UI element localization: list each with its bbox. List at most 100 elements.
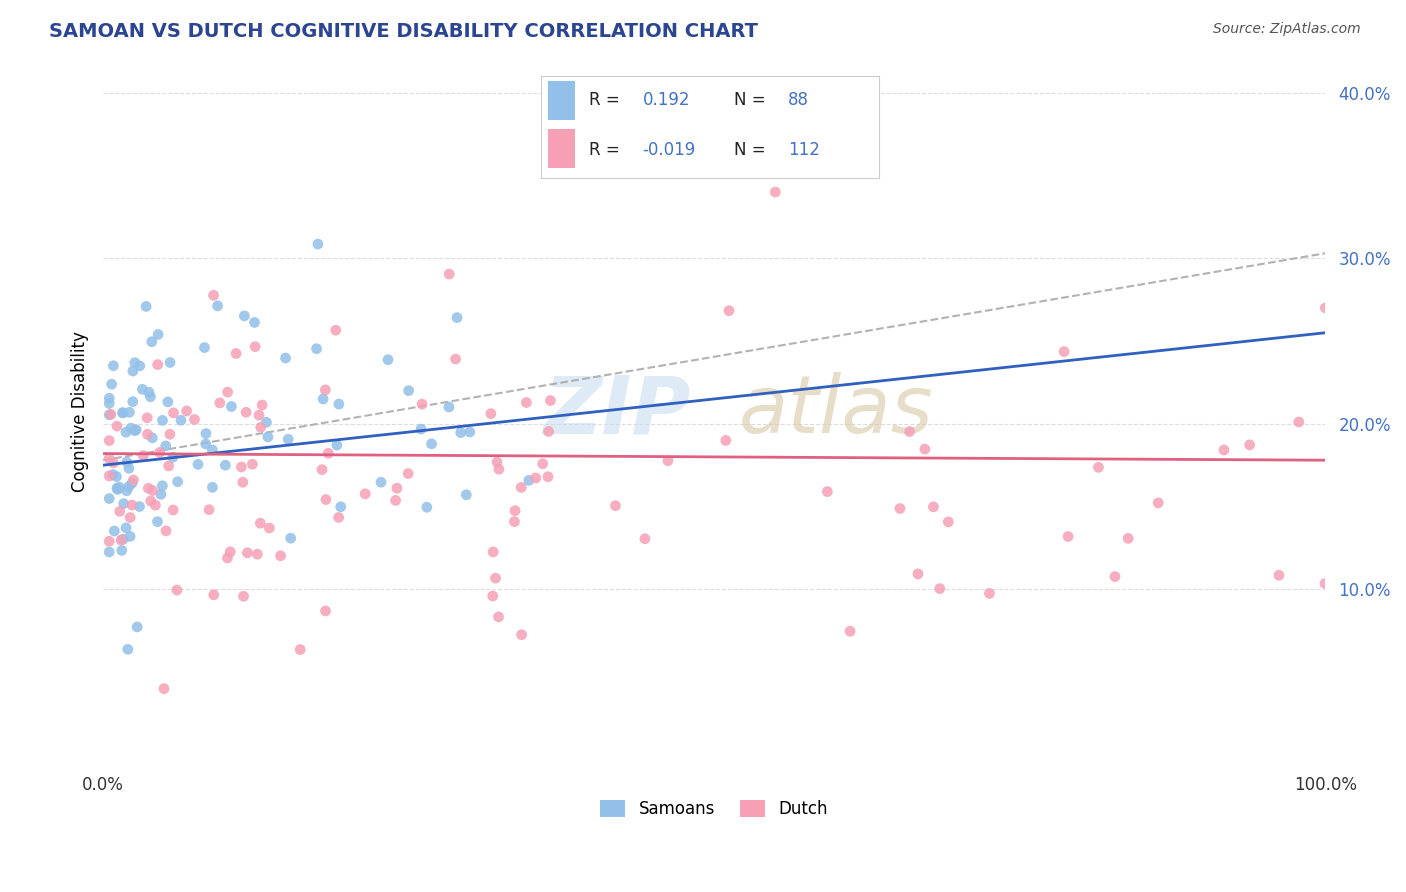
- Point: [194, 426, 217, 441]
- Point: [225, 346, 247, 360]
- Point: [1147, 496, 1170, 510]
- Point: [103, 524, 125, 538]
- Point: [124, 356, 146, 370]
- Point: [138, 385, 160, 400]
- Point: [131, 382, 153, 396]
- Point: [156, 395, 179, 409]
- Point: [458, 425, 481, 439]
- Point: [103, 359, 125, 373]
- Point: [1268, 568, 1291, 582]
- Point: [124, 424, 146, 438]
- Point: [444, 352, 467, 367]
- Point: [531, 457, 554, 471]
- Point: [510, 480, 533, 494]
- Point: [488, 610, 510, 624]
- Point: [111, 406, 134, 420]
- Point: [128, 500, 150, 514]
- Point: [437, 267, 460, 281]
- Point: [155, 524, 177, 538]
- Point: [420, 437, 443, 451]
- Point: [409, 422, 432, 436]
- Point: [105, 469, 128, 483]
- Point: [187, 458, 209, 472]
- Point: [1313, 576, 1336, 591]
- Point: [1104, 569, 1126, 583]
- Point: [157, 458, 180, 473]
- Point: [247, 409, 270, 423]
- Point: [162, 406, 184, 420]
- Point: [98, 469, 121, 483]
- Point: [484, 571, 506, 585]
- Point: [537, 425, 560, 439]
- Point: [98, 396, 121, 410]
- Point: [1057, 530, 1080, 544]
- Point: [329, 500, 352, 514]
- Text: N =: N =: [734, 141, 770, 159]
- Point: [503, 515, 526, 529]
- Point: [914, 442, 936, 456]
- Y-axis label: Cognitive Disability: Cognitive Disability: [72, 331, 89, 491]
- Point: [183, 412, 205, 426]
- Point: [482, 545, 505, 559]
- Point: [98, 451, 121, 466]
- Point: [537, 469, 560, 483]
- Point: [235, 405, 257, 419]
- Point: [98, 491, 121, 506]
- Point: [307, 237, 329, 252]
- Point: [112, 497, 135, 511]
- Point: [315, 492, 337, 507]
- Point: [176, 404, 198, 418]
- Point: [118, 479, 141, 493]
- Point: [763, 185, 786, 199]
- Bar: [548, 129, 575, 168]
- Point: [121, 498, 143, 512]
- Point: [202, 588, 225, 602]
- Point: [326, 438, 349, 452]
- Point: [515, 395, 537, 409]
- Point: [231, 459, 253, 474]
- Point: [146, 358, 169, 372]
- Text: 112: 112: [787, 141, 820, 159]
- Point: [311, 463, 333, 477]
- Point: [1053, 344, 1076, 359]
- Point: [153, 681, 176, 696]
- Point: [634, 532, 657, 546]
- Point: [111, 406, 134, 420]
- Point: [249, 516, 271, 531]
- Text: R =: R =: [589, 92, 624, 110]
- Point: [839, 624, 862, 639]
- Point: [120, 421, 142, 435]
- Point: [136, 427, 159, 442]
- Point: [100, 377, 122, 392]
- Point: [446, 310, 468, 325]
- Point: [1239, 438, 1261, 452]
- Point: [141, 334, 163, 349]
- Point: [159, 427, 181, 442]
- Point: [488, 462, 510, 476]
- Point: [411, 397, 433, 411]
- Point: [142, 483, 165, 498]
- Point: [437, 400, 460, 414]
- Point: [125, 423, 148, 437]
- Point: [115, 483, 138, 498]
- Point: [135, 300, 157, 314]
- Point: [277, 432, 299, 446]
- Point: [517, 474, 540, 488]
- Point: [149, 445, 172, 459]
- Point: [257, 430, 280, 444]
- Point: [354, 487, 377, 501]
- Point: [232, 475, 254, 490]
- Point: [898, 425, 921, 439]
- Point: [105, 481, 128, 495]
- Text: ZIP: ZIP: [543, 372, 690, 450]
- Point: [98, 391, 121, 405]
- Point: [127, 620, 149, 634]
- Text: R =: R =: [589, 141, 624, 159]
- Point: [118, 461, 141, 475]
- Point: [217, 551, 239, 566]
- Point: [120, 510, 142, 524]
- Point: [198, 502, 221, 516]
- Point: [714, 434, 737, 448]
- Text: SAMOAN VS DUTCH COGNITIVE DISABILITY CORRELATION CHART: SAMOAN VS DUTCH COGNITIVE DISABILITY COR…: [49, 22, 758, 41]
- Point: [232, 590, 254, 604]
